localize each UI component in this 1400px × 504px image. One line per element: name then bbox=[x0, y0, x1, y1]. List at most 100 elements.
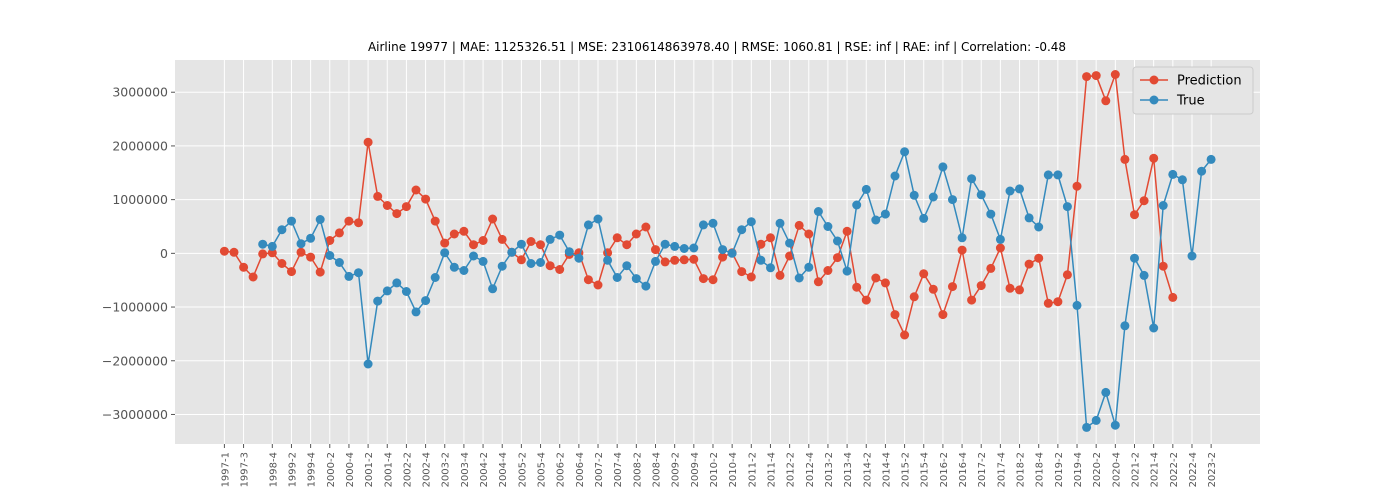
legend-prediction-marker bbox=[1149, 75, 1159, 85]
x-tick-label: 2017-4 bbox=[996, 452, 1007, 487]
prediction-point bbox=[421, 194, 431, 204]
prediction-point bbox=[679, 255, 689, 265]
true-point bbox=[344, 271, 354, 281]
prediction-point bbox=[459, 226, 469, 236]
true-point bbox=[593, 214, 603, 224]
true-point bbox=[852, 200, 862, 210]
true-point bbox=[1110, 420, 1120, 430]
x-tick-label: 2003-4 bbox=[460, 452, 471, 487]
prediction-point bbox=[411, 185, 421, 195]
true-point bbox=[392, 278, 402, 288]
true-point bbox=[488, 284, 498, 294]
prediction-point bbox=[957, 245, 967, 255]
prediction-point bbox=[1005, 283, 1015, 293]
prediction-point bbox=[794, 220, 804, 230]
legend-box bbox=[1132, 66, 1254, 115]
legend-prediction-label: Prediction bbox=[1177, 74, 1242, 89]
true-point bbox=[583, 220, 593, 230]
x-tick-label: 2018-4 bbox=[1035, 452, 1046, 487]
x-tick-label: 2019-2 bbox=[1054, 452, 1065, 487]
prediction-point bbox=[651, 245, 660, 255]
x-tick-label: 2020-2 bbox=[1092, 452, 1103, 487]
true-point bbox=[373, 296, 383, 306]
prediction-point bbox=[1110, 70, 1120, 79]
x-tick-label: 2002-2 bbox=[402, 452, 413, 487]
x-tick-label: 2015-2 bbox=[901, 452, 912, 487]
prediction-point bbox=[842, 226, 852, 236]
true-point bbox=[842, 266, 852, 276]
prediction-point bbox=[526, 237, 536, 246]
prediction-point bbox=[737, 267, 747, 277]
true-point bbox=[718, 245, 728, 255]
true-point bbox=[1005, 186, 1015, 196]
prediction-point bbox=[440, 238, 450, 248]
legend-true-marker bbox=[1149, 95, 1159, 105]
legend-true-label: True bbox=[1176, 94, 1205, 109]
prediction-point bbox=[833, 253, 842, 263]
prediction-point bbox=[1062, 270, 1072, 280]
true-point bbox=[421, 296, 431, 306]
true-point bbox=[794, 273, 804, 283]
true-point bbox=[1082, 422, 1092, 432]
prediction-point bbox=[1149, 153, 1159, 163]
true-point bbox=[1197, 166, 1207, 176]
prediction-point bbox=[823, 266, 833, 275]
true-point bbox=[267, 241, 277, 251]
prediction-point bbox=[909, 292, 919, 302]
x-tick-label: 2002-4 bbox=[422, 452, 433, 487]
prediction-point bbox=[852, 282, 862, 292]
true-point bbox=[919, 213, 929, 223]
true-point bbox=[766, 263, 775, 273]
prediction-point bbox=[555, 265, 565, 274]
true-point bbox=[1072, 300, 1082, 310]
true-point bbox=[516, 239, 526, 249]
prediction-point bbox=[1139, 196, 1149, 206]
prediction-point bbox=[392, 209, 402, 219]
prediction-point bbox=[938, 310, 948, 320]
x-tick-label: 2020-4 bbox=[1111, 452, 1122, 487]
prediction-point bbox=[277, 259, 287, 268]
true-point bbox=[833, 236, 842, 246]
true-point bbox=[603, 255, 613, 265]
prediction-point bbox=[1120, 154, 1130, 164]
true-point bbox=[459, 266, 469, 275]
true-point bbox=[928, 192, 938, 202]
x-tick-label: 2005-2 bbox=[517, 452, 528, 487]
x-tick-label: 2003-2 bbox=[441, 452, 452, 487]
legend: Prediction True bbox=[1132, 66, 1254, 115]
x-tick-label: 2016-2 bbox=[939, 452, 950, 487]
true-point bbox=[411, 307, 421, 317]
true-point bbox=[938, 162, 948, 172]
y-tick-label: 3000000 bbox=[112, 85, 168, 100]
prediction-point bbox=[488, 214, 498, 224]
prediction-point bbox=[890, 310, 900, 320]
prediction-point bbox=[641, 222, 651, 232]
true-point bbox=[957, 233, 967, 243]
prediction-point bbox=[1053, 297, 1063, 307]
true-point bbox=[1015, 184, 1024, 194]
true-point bbox=[526, 259, 536, 268]
prediction-point bbox=[267, 248, 277, 258]
prediction-point bbox=[1158, 261, 1168, 271]
x-tick-label: 2022-4 bbox=[1188, 452, 1199, 487]
true-point bbox=[948, 195, 957, 205]
x-tick-label: 2011-4 bbox=[766, 452, 777, 487]
true-point bbox=[536, 258, 545, 267]
true-point bbox=[698, 220, 708, 230]
x-tick-label: 2017-2 bbox=[977, 452, 988, 487]
prediction-point bbox=[401, 202, 411, 212]
x-tick-label: 2008-4 bbox=[652, 452, 663, 487]
prediction-point bbox=[986, 263, 996, 273]
true-point bbox=[823, 222, 833, 231]
x-tick-label: 2012-2 bbox=[786, 452, 797, 487]
true-point bbox=[1024, 213, 1034, 223]
prediction-point bbox=[478, 236, 488, 245]
x-tick-label: 2021-4 bbox=[1150, 452, 1161, 487]
prediction-point bbox=[718, 252, 728, 262]
prediction-point bbox=[861, 295, 871, 305]
true-point bbox=[622, 261, 632, 271]
prediction-point bbox=[880, 278, 890, 288]
true-point bbox=[689, 243, 699, 253]
prediction-point bbox=[804, 229, 814, 239]
true-point bbox=[555, 230, 565, 240]
